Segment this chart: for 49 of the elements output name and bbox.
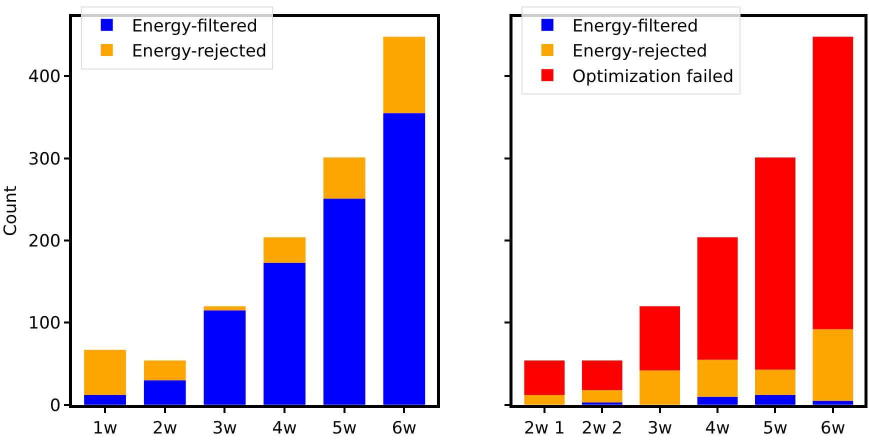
x-tick-label: 4w xyxy=(705,418,730,438)
bar xyxy=(524,395,565,405)
bar xyxy=(640,306,680,370)
bar xyxy=(84,395,126,405)
y-tick-label: 200 xyxy=(28,231,61,252)
bar xyxy=(84,350,126,396)
bar xyxy=(582,390,622,402)
x-tick-label: 2w 1 xyxy=(524,418,565,438)
legend-label: Energy-filtered xyxy=(132,16,258,37)
bar xyxy=(812,329,854,401)
bar xyxy=(383,36,426,114)
bar xyxy=(755,370,796,396)
bar xyxy=(697,396,738,405)
x-tick-label: 5w xyxy=(332,418,357,438)
bar xyxy=(812,36,854,330)
bar xyxy=(524,360,565,396)
x-tick-label: 6w xyxy=(392,418,417,438)
legend-label: Optimization failed xyxy=(572,66,734,87)
bar xyxy=(582,360,622,390)
x-tick-label: 5w xyxy=(762,418,788,438)
bar xyxy=(323,198,366,405)
x-tick-label: 6w xyxy=(820,418,846,438)
x-tick-label: 1w xyxy=(92,418,118,438)
x-tick-label: 3w xyxy=(212,418,238,438)
legend-label: Energy-filtered xyxy=(572,16,698,37)
bar xyxy=(755,395,796,405)
bar xyxy=(204,310,246,405)
y-axis-title: Count xyxy=(0,185,21,236)
legend-label: Energy-rejected xyxy=(132,42,267,62)
bar xyxy=(383,113,426,405)
y-tick-label: 0 xyxy=(50,396,61,416)
y-tick-label: 300 xyxy=(28,149,61,170)
x-tick-label: 2w xyxy=(152,418,178,438)
bar xyxy=(204,306,246,310)
bar xyxy=(264,262,306,405)
bar xyxy=(144,360,186,380)
bar xyxy=(144,380,186,405)
bar xyxy=(323,158,366,199)
y-tick-label: 100 xyxy=(28,314,61,334)
legend-label: Energy-rejected xyxy=(572,42,708,62)
bar xyxy=(697,360,738,397)
bar xyxy=(264,237,306,263)
x-tick-label: 4w xyxy=(272,418,297,438)
x-tick-label: 2w 2 xyxy=(582,418,623,438)
x-tick-label: 3w xyxy=(647,418,672,438)
y-tick-label: 400 xyxy=(28,67,61,88)
bar xyxy=(755,158,796,370)
bar xyxy=(640,370,680,405)
bar xyxy=(697,237,738,360)
